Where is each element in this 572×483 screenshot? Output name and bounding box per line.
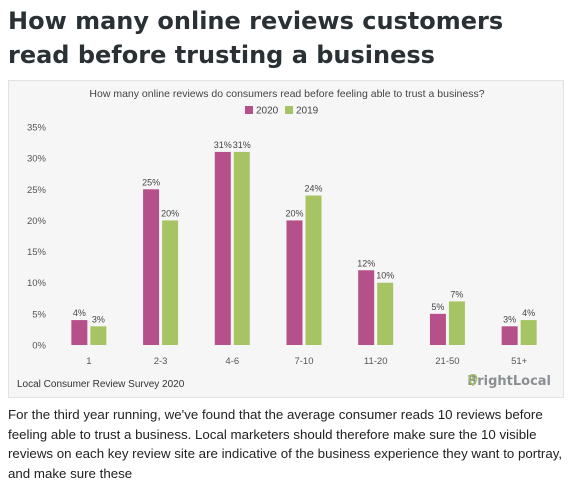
map-pin-icon	[468, 374, 478, 386]
data-label-2019-1: 3%	[92, 314, 105, 324]
data-label-2019-51+: 4%	[522, 308, 535, 318]
y-tick-label: 20%	[27, 216, 47, 227]
bar-2020-51+	[501, 326, 518, 345]
body-paragraph: For the third year running, we've found …	[8, 407, 563, 481]
bar-2020-4-6	[214, 151, 231, 345]
bar-2019-7-10	[305, 195, 322, 345]
data-label-2020-11-20: 12%	[357, 258, 375, 268]
data-label-2019-21-50: 7%	[450, 289, 463, 299]
x-tick-label: 2-3	[154, 356, 168, 367]
y-tick-label: 15%	[27, 247, 47, 258]
bar-2019-4-6	[233, 151, 250, 345]
data-label-2020-1: 4%	[73, 308, 86, 318]
legend-swatch-2020	[245, 106, 253, 114]
chart-card: How many online reviews do consumers rea…	[8, 80, 564, 398]
y-tick-label: 35%	[27, 123, 47, 134]
data-label-2020-51+: 3%	[503, 314, 516, 324]
x-tick-label: 4-6	[225, 356, 239, 367]
data-label-2020-2-3: 25%	[142, 177, 160, 187]
bar-2019-51+	[520, 320, 537, 345]
data-label-2020-21-50: 5%	[431, 302, 444, 312]
bar-2020-7-10	[286, 220, 303, 345]
y-tick-label: 0%	[32, 341, 46, 352]
brand-logo: BrightLocal	[467, 374, 551, 389]
page-heading: How many online reviews customers read b…	[8, 7, 504, 69]
chart-title: How many online reviews do consumers rea…	[89, 88, 484, 100]
data-label-2020-4-6: 31%	[214, 140, 232, 150]
brand-name: BrightLocal	[467, 374, 551, 389]
y-tick-label: 5%	[32, 309, 46, 320]
bar-chart: How many online reviews do consumers rea…	[27, 88, 537, 367]
bar-2020-1	[71, 320, 88, 345]
x-tick-label: 11-20	[364, 356, 388, 367]
bar-2019-21-50	[448, 301, 465, 345]
bar-2019-11-20	[377, 282, 394, 345]
data-label-2019-2-3: 20%	[161, 208, 179, 218]
bar-2020-21-50	[429, 313, 446, 345]
legend-label-2019: 2019	[296, 106, 319, 117]
data-label-2019-7-10: 24%	[304, 184, 322, 194]
x-tick-label: 1	[86, 356, 91, 367]
legend-swatch-2019	[285, 106, 293, 114]
data-label-2019-11-20: 10%	[376, 271, 394, 281]
y-tick-label: 10%	[27, 278, 47, 289]
bar-2020-2-3	[143, 189, 160, 345]
bar-2019-1	[90, 326, 107, 345]
y-tick-label: 30%	[27, 154, 47, 165]
data-label-2019-4-6: 31%	[233, 140, 251, 150]
bar-2019-2-3	[162, 220, 179, 345]
x-tick-label: 21-50	[435, 356, 459, 367]
bar-2020-11-20	[358, 270, 375, 345]
chart-source: Local Consumer Review Survey 2020	[17, 379, 185, 390]
x-tick-label: 7-10	[294, 356, 313, 367]
legend-label-2020: 2020	[256, 106, 279, 117]
data-label-2020-7-10: 20%	[285, 208, 303, 218]
x-tick-label: 51+	[511, 356, 528, 367]
y-tick-label: 25%	[27, 185, 47, 196]
